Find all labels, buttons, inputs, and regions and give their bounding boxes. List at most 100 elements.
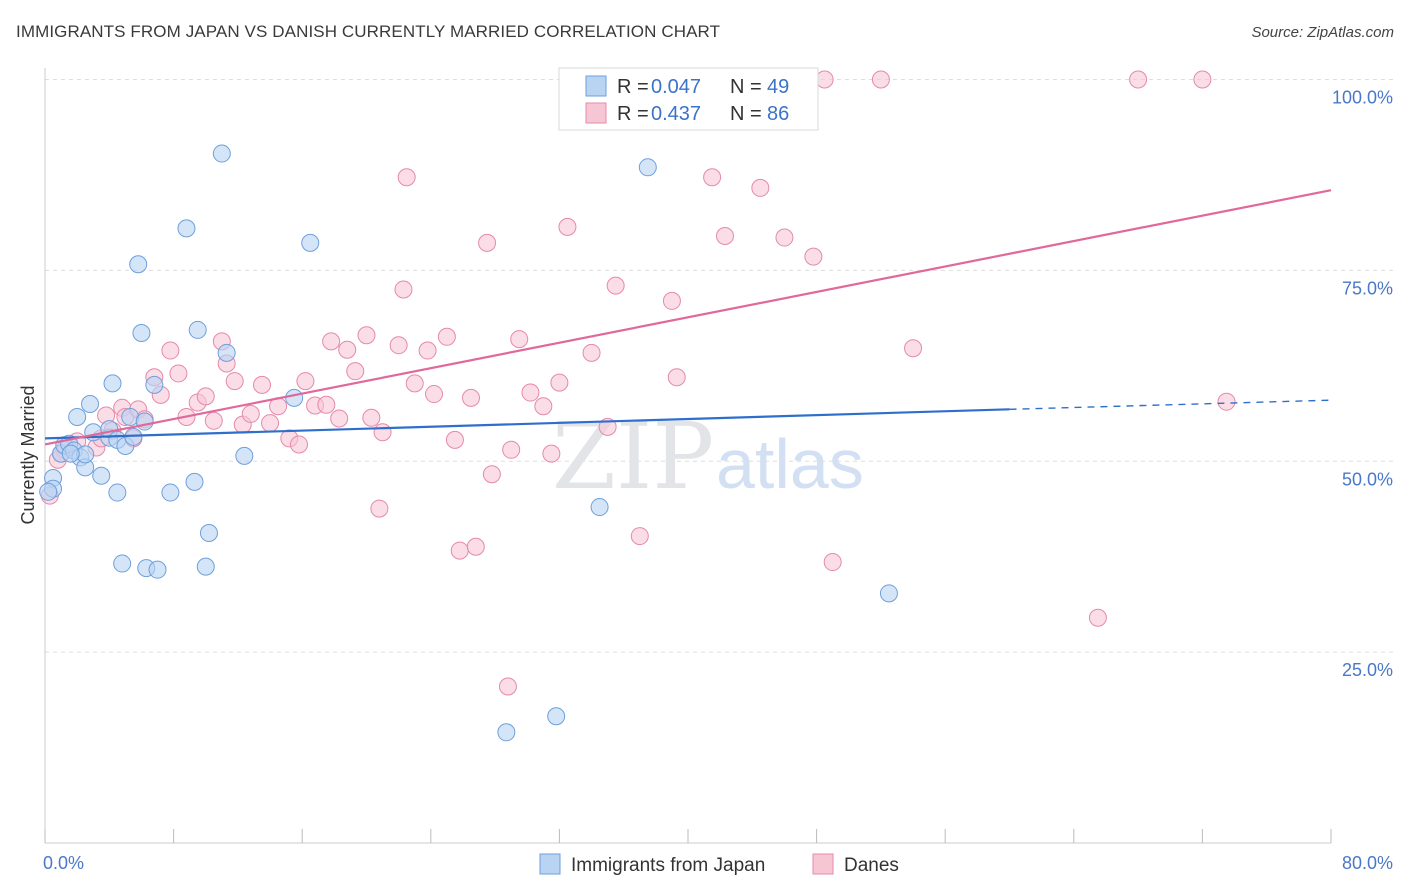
y-tick-label: 100.0% — [1332, 88, 1393, 108]
japan-point — [135, 412, 154, 431]
japan-legend-swatch — [585, 75, 607, 97]
danes-point — [582, 343, 601, 362]
danes-point — [161, 341, 180, 360]
japan-point — [108, 483, 127, 502]
danes-point — [1193, 70, 1212, 89]
japan-point — [113, 554, 132, 573]
danes-point — [904, 339, 923, 358]
danes-point — [667, 368, 686, 387]
danes-point — [534, 397, 553, 416]
danes-point — [370, 499, 389, 518]
japan-r-value: 0.047 — [651, 76, 701, 98]
y-tick-label: 50.0% — [1342, 469, 1393, 489]
danes-point — [751, 178, 770, 197]
regression-lines — [44, 189, 1332, 446]
danes-point — [346, 362, 365, 381]
japan-point — [235, 446, 254, 465]
danes-point — [322, 332, 341, 351]
japan-point — [129, 255, 148, 274]
axes — [44, 68, 1332, 844]
series-legend: Immigrants from Japan Danes — [539, 853, 899, 876]
japan-point — [199, 524, 218, 543]
japan-point — [638, 158, 657, 177]
danes-point — [1088, 608, 1107, 627]
legend-japan-label: Immigrants from Japan — [571, 855, 765, 876]
danes-regression-line — [44, 189, 1332, 446]
danes-point — [775, 228, 794, 247]
y-tick-labels: 25.0% 50.0% 75.0% 100.0% — [1332, 88, 1393, 681]
danes-r-value: 0.437 — [651, 103, 701, 125]
japan-point — [177, 219, 196, 238]
danes-point — [425, 385, 444, 404]
y-axis-label: Currently Married — [18, 385, 38, 524]
japan-point — [68, 407, 87, 426]
x-tick-label-max: 80.0% — [1342, 853, 1393, 873]
japan-point — [145, 375, 164, 394]
danes-point — [338, 340, 357, 359]
danes-point — [478, 233, 497, 252]
x-tick-labels: 0.0% 80.0% — [43, 853, 1393, 873]
japan-point — [61, 444, 80, 463]
danes-point — [241, 404, 260, 423]
danes-point — [703, 168, 722, 187]
danes-point — [437, 327, 456, 346]
danes-point — [330, 409, 349, 428]
danes-point — [445, 430, 464, 449]
japan-point — [92, 466, 111, 485]
japan-regression-extension — [1009, 399, 1332, 411]
danes-point — [450, 541, 469, 560]
danes-point — [397, 168, 416, 187]
danes-point — [169, 364, 188, 383]
japan-point — [185, 472, 204, 491]
danes-point — [296, 372, 315, 391]
danes-point — [253, 375, 272, 394]
danes-point — [606, 276, 625, 295]
japan-point — [212, 144, 231, 163]
y-tick-label: 75.0% — [1342, 278, 1393, 298]
japan-point — [301, 233, 320, 252]
japan-r-label: R = — [617, 76, 649, 98]
danes-point — [502, 440, 521, 459]
danes-point — [261, 414, 280, 433]
danes-points — [40, 70, 1236, 696]
danes-point — [662, 291, 681, 310]
danes-point — [317, 395, 336, 414]
danes-point — [871, 70, 890, 89]
japan-point — [196, 557, 215, 576]
danes-point — [1129, 70, 1148, 89]
danes-n-value: 86 — [767, 103, 789, 125]
danes-point — [715, 227, 734, 246]
stats-legend: R = 0.047 N = 49 R = 0.437 N = 86 — [558, 67, 819, 131]
japan-point — [285, 388, 304, 407]
japan-n-value: 49 — [767, 76, 789, 98]
danes-point — [550, 373, 569, 392]
danes-point — [815, 70, 834, 89]
japan-point — [132, 323, 151, 342]
x-tick-label-min: 0.0% — [43, 853, 84, 873]
danes-point — [466, 537, 485, 556]
chart-title: IMMIGRANTS FROM JAPAN VS DANISH CURRENTL… — [16, 22, 721, 41]
japan-point — [879, 584, 898, 603]
japan-point — [547, 707, 566, 726]
japan-points — [39, 74, 898, 742]
danes-point — [289, 435, 308, 454]
danes-point — [394, 280, 413, 299]
danes-point — [204, 411, 223, 430]
danes-point — [630, 527, 649, 546]
gridlines — [45, 79, 1394, 653]
danes-point — [362, 408, 381, 427]
japan-point — [590, 498, 609, 517]
japan-point — [81, 394, 100, 413]
danes-point — [804, 247, 823, 266]
danes-r-label: R = — [617, 103, 649, 125]
japan-point — [188, 320, 207, 339]
danes-point — [225, 372, 244, 391]
japan-point — [497, 723, 516, 742]
danes-point — [498, 677, 517, 696]
legend-japan-swatch — [539, 853, 561, 875]
japan-point — [161, 483, 180, 502]
japan-point — [39, 482, 58, 501]
y-tick-label: 25.0% — [1342, 660, 1393, 680]
danes-point — [823, 553, 842, 572]
